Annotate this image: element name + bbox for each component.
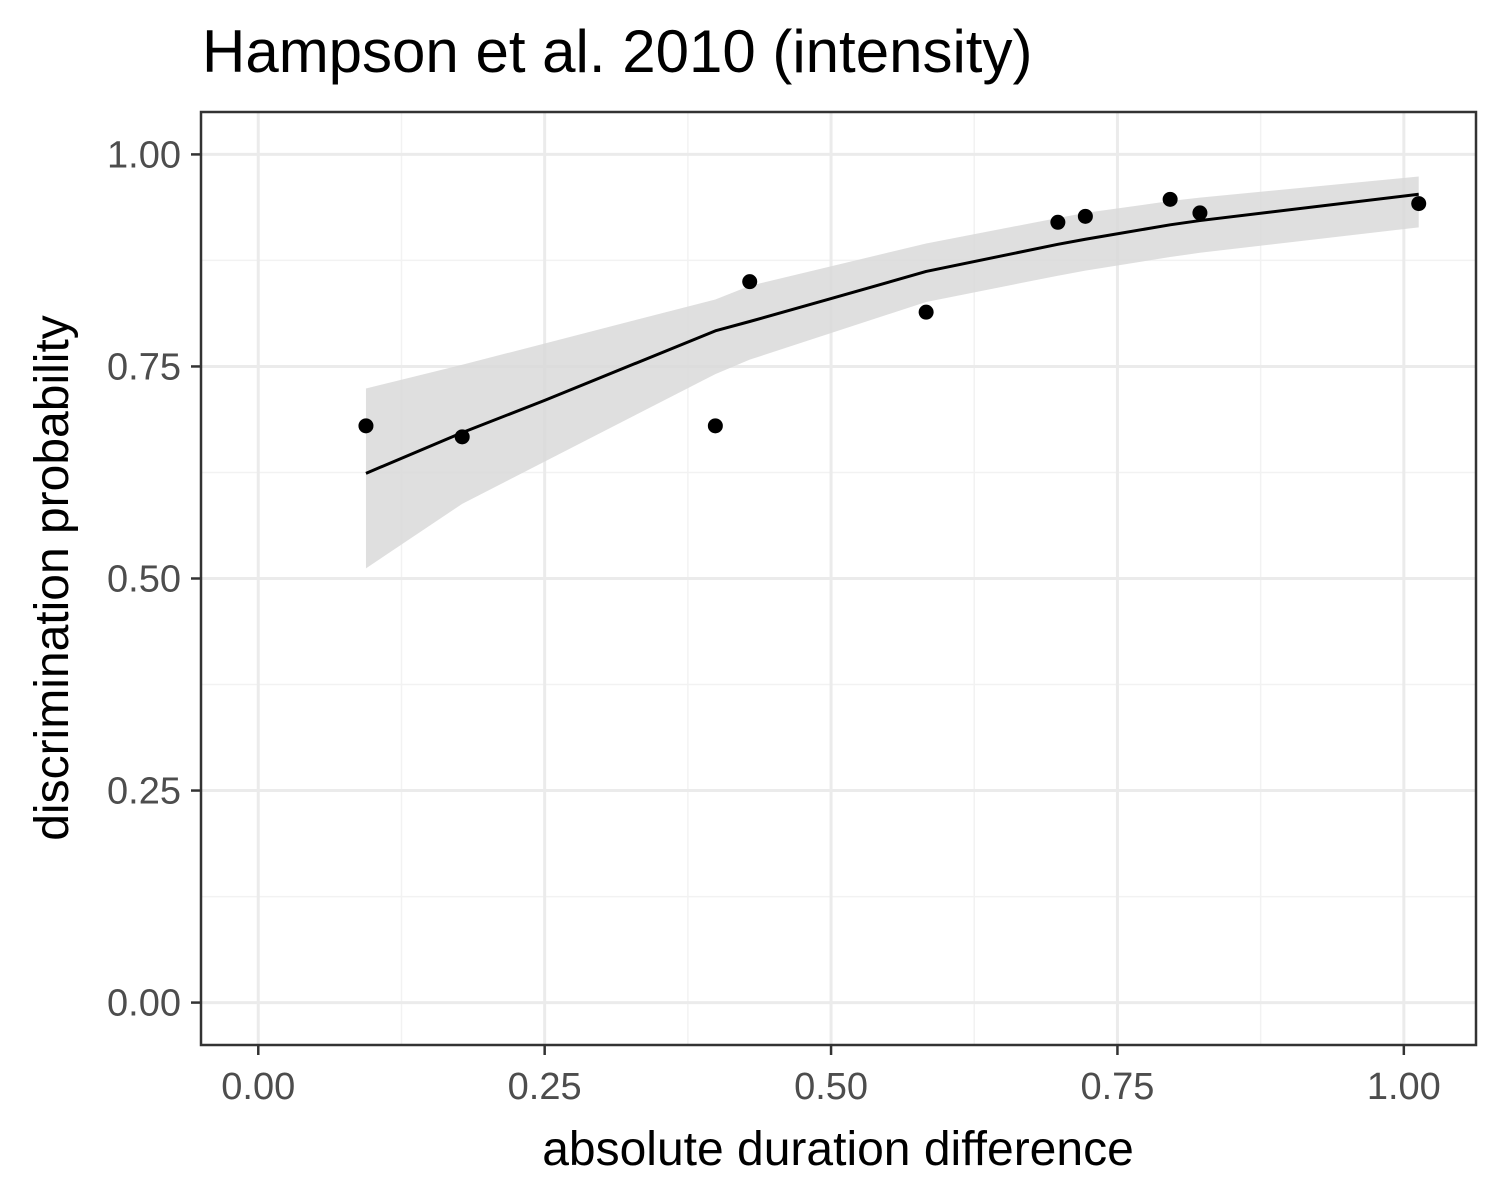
y-tick-label: 0.25	[107, 771, 181, 813]
x-axis-ticks: 0.00 0.25 0.50 0.75 1.00	[221, 1045, 1441, 1108]
data-point	[358, 418, 374, 434]
confidence-band-layer	[365, 176, 1419, 569]
data-point	[742, 274, 758, 290]
chart-title: Hampson et al. 2010 (intensity)	[202, 18, 1032, 85]
y-axis-ticks: 0.00 0.25 0.50 0.75 1.00	[107, 134, 201, 1025]
data-points	[358, 191, 1427, 445]
data-point	[1050, 214, 1066, 230]
data-point	[1077, 208, 1093, 224]
x-tick-label: 0.75	[1080, 1066, 1154, 1108]
confidence-band	[365, 176, 1419, 569]
x-tick-label: 0.50	[794, 1066, 868, 1108]
y-tick-label: 0.00	[107, 983, 181, 1025]
x-tick-label: 0.00	[221, 1066, 295, 1108]
x-axis-title: absolute duration difference	[542, 1123, 1134, 1176]
data-point	[918, 304, 934, 320]
data-point	[1192, 205, 1208, 221]
data-point	[707, 418, 723, 434]
y-tick-label: 0.75	[107, 346, 181, 388]
y-tick-label: 0.50	[107, 559, 181, 601]
data-point	[1162, 191, 1178, 207]
y-tick-label: 1.00	[107, 134, 181, 176]
fit-line-layer	[365, 192, 1419, 475]
x-tick-label: 1.00	[1367, 1066, 1441, 1108]
x-tick-label: 0.25	[508, 1066, 582, 1108]
data-point	[1411, 196, 1427, 212]
y-axis-title: discrimination probability	[26, 315, 79, 841]
fit-line	[365, 192, 1419, 475]
data-point	[454, 429, 470, 445]
